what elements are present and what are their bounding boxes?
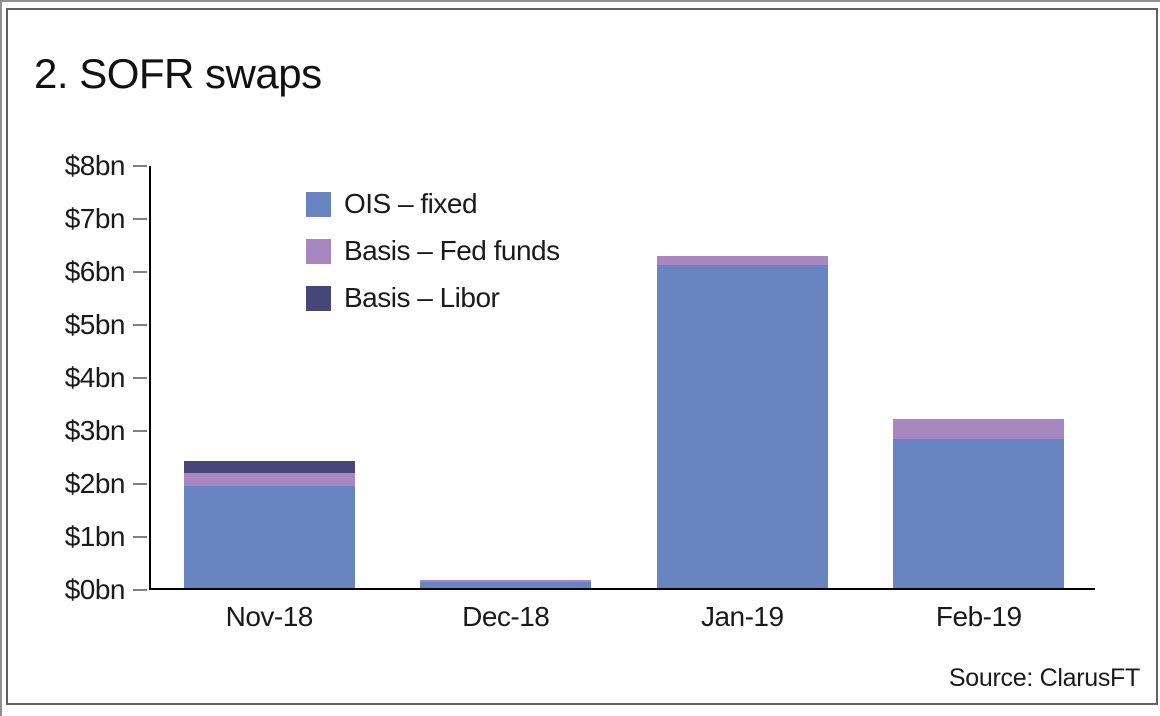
bar-segment-Nov-18-Basis-–-Libor (183, 460, 355, 473)
legend-label: Basis – Libor (344, 282, 500, 313)
y-axis-label: $8bn (64, 150, 126, 181)
legend-swatch-icon (306, 191, 331, 217)
y-axis-tick (133, 324, 147, 326)
y-axis-label: $3bn (64, 415, 126, 446)
chart-frame: 2. SOFR swaps OIS – fixed Basis – Fed fun… (6, 8, 1158, 705)
y-axis-tick (133, 589, 147, 591)
legend-label: Basis – Fed funds (344, 235, 560, 266)
legend-item: OIS – fixed (306, 190, 560, 218)
bar-segment-Nov-18-OIS-–-fixed (183, 486, 355, 588)
y-axis-tick (133, 218, 147, 220)
bar-segment-Dec-18-Basis-–-Fed-funds (420, 580, 592, 583)
legend-label: OIS – fixed (344, 188, 478, 219)
x-axis-label-Nov-18: Nov-18 (225, 601, 314, 632)
y-axis-tick (133, 430, 147, 432)
y-axis-label: $7bn (64, 203, 126, 234)
legend: OIS – fixed Basis – Fed funds Basis – Libo… (306, 190, 560, 331)
bar-segment-Feb-19-Basis-–-Fed-funds (893, 419, 1065, 440)
y-axis-tick (133, 483, 147, 485)
y-axis-tick (133, 377, 147, 379)
y-axis-label: $6bn (64, 256, 126, 287)
plot-area: OIS – fixed Basis – Fed funds Basis – Libo… (65, 150, 1095, 632)
y-axis-label: $5bn (64, 309, 126, 340)
bar-segment-Jan-19-OIS-–-fixed (656, 265, 828, 588)
y-axis-tick (133, 271, 147, 273)
bar-segment-Dec-18-OIS-–-fixed (420, 582, 592, 588)
bar-segment-Feb-19-OIS-–-fixed (893, 439, 1065, 588)
x-axis-label-Dec-18: Dec-18 (462, 601, 550, 632)
x-axis-label-Feb-19: Feb-19 (935, 601, 1022, 632)
legend-swatch-icon (306, 238, 331, 264)
y-axis-label: $0bn (64, 574, 126, 605)
y-axis-label: $4bn (64, 362, 126, 393)
y-axis-tick (133, 165, 147, 167)
bar-segment-Jan-19-Basis-–-Fed-funds (656, 256, 828, 266)
legend-swatch-icon (306, 285, 331, 311)
y-axis-label: $1bn (64, 521, 126, 552)
chart-title: 2. SOFR swaps (34, 50, 322, 97)
source-caption: Source: ClarusFT (948, 664, 1140, 692)
bar-segment-Nov-18-Basis-–-Fed-funds (183, 473, 355, 487)
x-axis-label-Jan-19: Jan-19 (700, 601, 784, 632)
y-axis-tick (133, 536, 147, 538)
legend-item: Basis – Libor (306, 284, 560, 312)
y-axis-label: $2bn (64, 468, 126, 499)
legend-item: Basis – Fed funds (306, 237, 560, 265)
